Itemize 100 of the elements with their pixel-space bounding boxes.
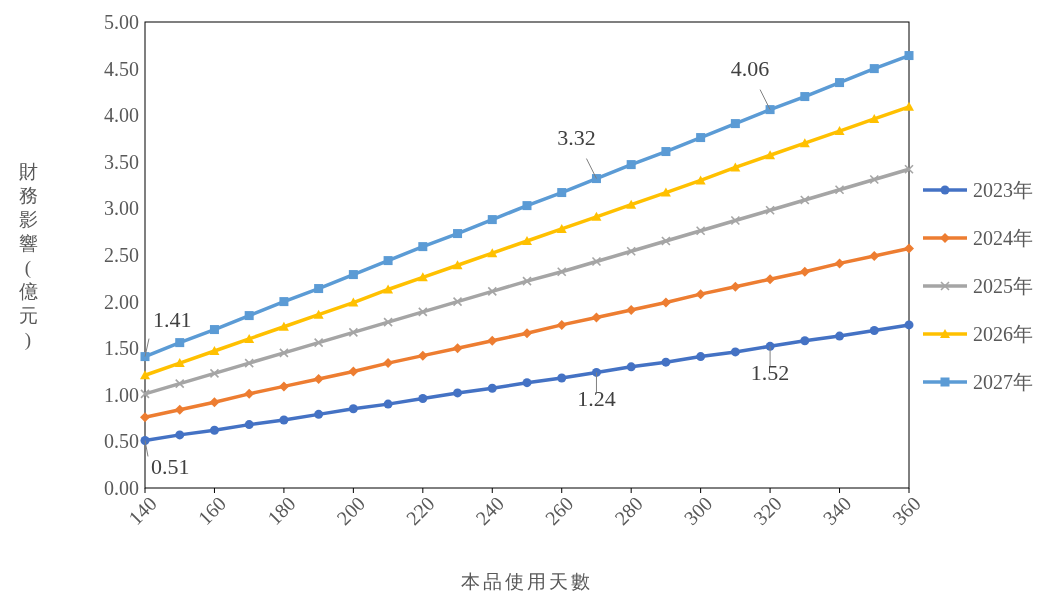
point <box>661 357 671 367</box>
point <box>556 223 567 233</box>
point <box>279 297 289 307</box>
point <box>244 311 254 321</box>
point <box>904 243 914 254</box>
point <box>209 397 220 408</box>
point <box>626 199 637 209</box>
x-tick-label: 320 <box>749 492 786 529</box>
point <box>522 236 532 246</box>
point <box>383 399 393 409</box>
legend-label: 2023年 <box>973 179 1033 201</box>
y-tick-label: 2.50 <box>104 244 139 266</box>
point <box>417 272 428 282</box>
point <box>591 211 602 221</box>
point <box>661 236 671 246</box>
y-tick-label: 4.50 <box>104 57 139 80</box>
y-tick-label: 3.00 <box>104 197 139 220</box>
point <box>452 343 463 354</box>
point <box>626 246 636 257</box>
point <box>696 133 706 143</box>
point <box>834 184 845 195</box>
x-tick-label: 340 <box>818 492 856 529</box>
y-tick-label: 1.50 <box>104 337 139 360</box>
point <box>904 101 914 111</box>
point <box>278 381 289 392</box>
y-tick-label: 4.00 <box>104 104 139 127</box>
point <box>730 281 741 292</box>
point <box>660 297 671 308</box>
point <box>557 188 567 198</box>
point <box>765 274 776 285</box>
point <box>383 317 393 327</box>
point <box>314 409 324 419</box>
point <box>487 335 498 346</box>
point <box>834 258 845 269</box>
x-tick-label: 280 <box>610 492 647 529</box>
point <box>383 284 394 294</box>
point <box>800 336 810 346</box>
y-tick-label: 2.00 <box>104 290 139 313</box>
point <box>765 205 775 216</box>
point <box>174 378 185 389</box>
point <box>348 297 359 307</box>
point <box>452 296 463 307</box>
point <box>418 307 428 317</box>
x-tick-label: 360 <box>888 492 925 529</box>
point <box>175 430 185 440</box>
point <box>591 367 601 377</box>
point <box>452 260 463 270</box>
point <box>522 328 532 339</box>
point <box>869 250 880 261</box>
point <box>418 394 428 404</box>
point <box>904 320 914 330</box>
point <box>209 346 220 355</box>
point <box>695 175 706 185</box>
point <box>487 286 498 297</box>
point <box>835 331 845 341</box>
x-axis-title: 本品使用天數 <box>461 571 593 592</box>
annotation: 1.24 <box>577 386 616 412</box>
point <box>661 147 671 157</box>
annotation: 3.32 <box>557 124 596 150</box>
point <box>869 174 880 185</box>
point <box>383 256 393 266</box>
point <box>487 215 497 225</box>
point <box>765 150 776 160</box>
point <box>279 415 289 425</box>
point <box>313 337 324 348</box>
point <box>209 325 219 335</box>
point <box>174 358 185 368</box>
point <box>244 358 254 368</box>
point <box>140 352 150 362</box>
point <box>626 362 636 372</box>
point <box>591 312 602 323</box>
point <box>175 338 185 348</box>
point <box>591 174 601 184</box>
point <box>557 373 567 383</box>
point <box>695 289 706 300</box>
point <box>487 383 497 393</box>
point <box>278 321 289 331</box>
point <box>140 389 150 399</box>
point <box>314 284 324 294</box>
point <box>522 201 532 211</box>
point <box>834 126 845 136</box>
annotation: 1.41 <box>153 306 192 332</box>
point <box>904 164 914 175</box>
y-axis-title: 財務影響(億元) <box>18 160 38 351</box>
point <box>730 215 741 226</box>
annotation: 1.52 <box>750 360 790 386</box>
point <box>348 327 359 338</box>
point <box>174 404 185 415</box>
point <box>730 162 741 172</box>
point <box>209 368 220 379</box>
y-tick-label: 0.50 <box>104 430 139 453</box>
x-tick-label: 180 <box>262 492 300 529</box>
point <box>626 304 637 315</box>
x-tick-label: 160 <box>193 492 231 529</box>
point <box>800 195 810 205</box>
x-tick-label: 240 <box>471 492 509 529</box>
point <box>313 373 324 384</box>
point <box>556 319 567 330</box>
point <box>799 138 810 148</box>
point <box>800 92 810 102</box>
